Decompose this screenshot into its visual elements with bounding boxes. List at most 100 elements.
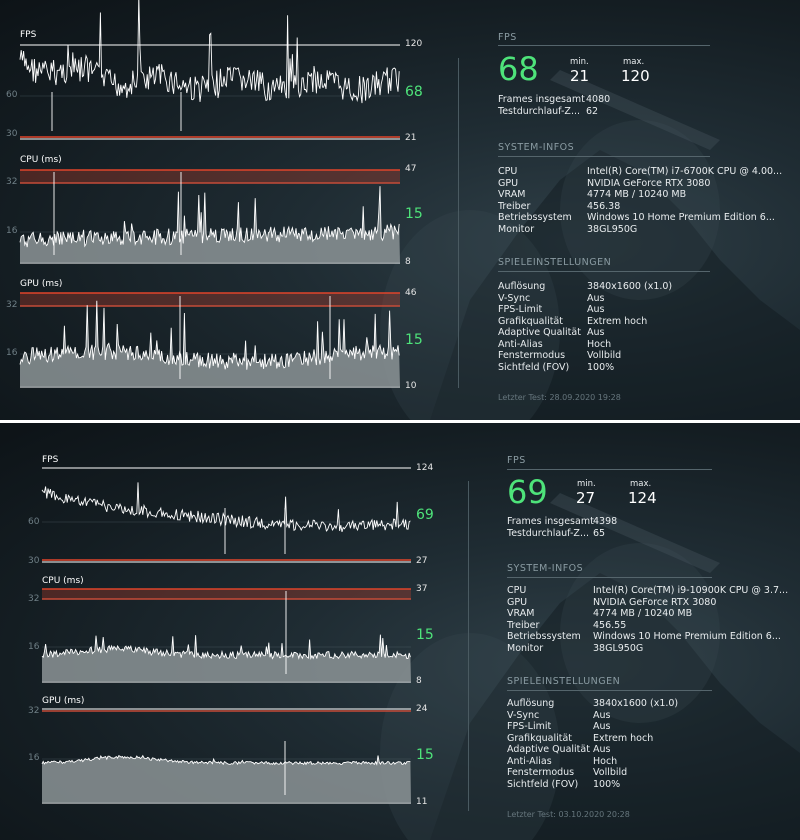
background-artwork <box>380 70 800 420</box>
cpu-ylabel-32: 32 <box>28 594 40 604</box>
game-settings-header: SPIELEINSTELLUNGEN <box>507 676 621 687</box>
testrun-label: Testdurchlauf-Z... <box>498 106 581 117</box>
trace-line <box>19 300 400 370</box>
setting-key: Adaptive Qualität <box>498 327 581 338</box>
gpu-ylabel-16: 16 <box>6 348 18 358</box>
setting-key: V-Sync <box>507 709 540 721</box>
fps-ylabel-30: 30 <box>6 129 18 139</box>
system-value: 4774 MB / 10240 MB <box>593 608 693 619</box>
fps-graph-title: FPS <box>42 455 59 465</box>
setting-key: Grafikqualität <box>507 732 572 744</box>
setting-key: Anti-Alias <box>498 338 543 350</box>
testrun-row: Testdurchlauf-Z... 65 <box>507 528 707 540</box>
last-test-label: Letzter Test: 28.09.2020 19:28 <box>498 393 621 402</box>
benchmark-panel-1: FPS 120 21 68 60 30 CPU (ms) 47 8 15 32 … <box>0 0 800 420</box>
gpu-bottom-tick: 10 <box>405 381 417 391</box>
trace-line <box>41 634 411 660</box>
setting-value: 3840x1600 (x1.0) <box>587 281 673 292</box>
system-value: 4774 MB / 10240 MB <box>587 189 687 200</box>
cpu-graph-title: CPU (ms) <box>42 576 84 586</box>
divider <box>468 481 469 811</box>
setting-value: Aus <box>587 327 605 338</box>
gpu-ylabel-32: 32 <box>6 300 18 310</box>
gpu-ylabel-32: 32 <box>28 706 40 716</box>
trace-line <box>19 186 400 248</box>
setting-key: Grafikqualität <box>498 315 563 327</box>
setting-value: 100% <box>593 778 621 790</box>
setting-value: Aus <box>593 744 611 755</box>
min-label: min. <box>570 57 589 67</box>
gpu-current-value: 15 <box>405 332 423 348</box>
setting-value: 100% <box>587 361 615 373</box>
gpu-graph-title: GPU (ms) <box>20 279 63 289</box>
graphs-area <box>41 467 411 804</box>
frames-total-value: 4398 <box>593 516 618 527</box>
system-key: VRAM <box>498 189 526 200</box>
fps-bottom-tick: 27 <box>416 556 428 566</box>
setting-key: Fenstermodus <box>507 767 575 778</box>
setting-value: Extrem hoch <box>587 315 648 327</box>
system-value: 38GL950G <box>593 642 644 654</box>
setting-key: Auflösung <box>498 281 546 292</box>
fps-average: 69 <box>507 473 548 511</box>
fps-ylabel-60: 60 <box>6 90 18 100</box>
setting-key: Fenstermodus <box>498 350 566 361</box>
max-value: 124 <box>628 489 657 507</box>
gpu-bottom-tick: 11 <box>416 797 428 807</box>
cpu-current-value: 15 <box>416 627 434 643</box>
fps-header: FPS <box>507 455 526 466</box>
graphs-area <box>19 0 400 387</box>
setting-value: Aus <box>587 292 605 304</box>
cpu-top-tick: 37 <box>416 584 428 594</box>
cpu-graph-title: CPU (ms) <box>20 155 62 165</box>
system-value: NVIDIA GeForce RTX 3080 <box>593 596 717 608</box>
frametime-area <box>20 186 400 263</box>
cpu-ylabel-32: 32 <box>6 177 18 187</box>
fps-average: 68 <box>498 50 539 88</box>
last-test-label: Letzter Test: 03.10.2020 20:28 <box>507 810 630 819</box>
setting-key: Auflösung <box>507 698 555 709</box>
trace-line <box>19 0 400 104</box>
cpu-top-tick: 47 <box>405 164 417 174</box>
frames-total-label: Frames insgesamt <box>498 94 585 105</box>
frames-total-row: Frames insgesamt 4398 <box>507 516 707 528</box>
min-value: 21 <box>570 67 590 85</box>
cpu-current-value: 15 <box>405 206 423 222</box>
system-key: VRAM <box>507 608 535 619</box>
system-key: GPU <box>507 596 528 608</box>
frames-total-value: 4080 <box>586 94 611 105</box>
system-value: NVIDIA GeForce RTX 3080 <box>587 177 711 189</box>
divider <box>458 58 459 388</box>
setting-value: Aus <box>587 304 605 315</box>
gpu-current-value: 15 <box>416 747 434 763</box>
max-label: max. <box>630 479 652 489</box>
limit-band <box>42 589 411 599</box>
setting-value: Aus <box>593 721 611 732</box>
system-info-header: SYSTEM-INFOS <box>498 142 575 153</box>
fps-current-value: 69 <box>416 507 434 523</box>
system-key: Monitor <box>507 642 544 654</box>
setting-key: V-Sync <box>498 292 531 304</box>
system-key: CPU <box>507 585 527 596</box>
setting-value: Aus <box>593 709 611 721</box>
benchmark-panel-2: FPS 124 27 69 60 30 CPU (ms) 37 8 15 32 … <box>0 423 800 840</box>
fps-header: FPS <box>498 32 517 43</box>
testrun-label: Testdurchlauf-Z... <box>507 528 590 539</box>
system-value: 456.38 <box>587 200 621 212</box>
setting-value: Vollbild <box>593 767 628 778</box>
cpu-ylabel-16: 16 <box>28 642 40 652</box>
gpu-top-tick: 46 <box>405 288 417 298</box>
cpu-bottom-tick: 8 <box>405 257 411 267</box>
setting-key: Anti-Alias <box>507 755 552 767</box>
limit-band <box>20 293 400 306</box>
system-value: Windows 10 Home Premium Edition 6... <box>587 212 775 223</box>
system-key: Monitor <box>498 223 535 235</box>
setting-key: FPS-Limit <box>498 304 543 315</box>
setting-key: Adaptive Qualität <box>507 744 590 755</box>
cpu-bottom-tick: 8 <box>416 676 422 686</box>
fps-header-line <box>498 45 710 46</box>
system-key: Treiber <box>498 200 531 212</box>
background-artwork <box>380 493 800 840</box>
cpu-ylabel-16: 16 <box>6 226 18 236</box>
frametime-area <box>42 634 411 682</box>
